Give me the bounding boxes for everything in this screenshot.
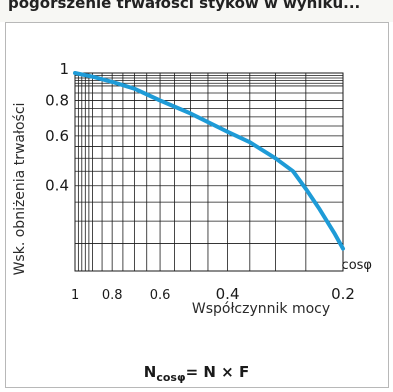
grid xyxy=(74,72,344,272)
y-tick-label: 0.8 xyxy=(45,91,69,109)
x-tick-label: 0.4 xyxy=(216,285,240,303)
x-unit-label: cosφ xyxy=(342,258,372,273)
header-clip: pogorszenie trwałości styków w wyniku... xyxy=(0,0,393,22)
y-tick-label: 0.6 xyxy=(45,127,69,145)
plot-frame xyxy=(74,72,344,272)
x-axis-title: Współczynnik mocy xyxy=(192,301,330,317)
formula-subscript: cosφ xyxy=(156,371,186,384)
x-tick-label: 0.6 xyxy=(150,288,171,303)
life-reduction-chart: 1 0.8 0.6 0.4 0.2 1 0.8 0.6 0.4 cosφ Współczynni… xyxy=(12,60,372,317)
y-tick-label: 0.4 xyxy=(45,177,69,195)
x-tick-label: 1 xyxy=(71,288,79,303)
curve xyxy=(73,71,345,251)
formula-rhs: = N × F xyxy=(185,363,250,381)
chart-panel: 1 0.8 0.6 0.4 0.2 1 0.8 0.6 0.4 cosφ Współczynni… xyxy=(5,22,389,388)
y-tick-label: 1 xyxy=(59,60,69,78)
series-line xyxy=(73,71,345,251)
tick-labels: 1 0.8 0.6 0.4 0.2 1 0.8 0.6 0.4 xyxy=(45,60,355,303)
formula: Ncosφ= N × F xyxy=(0,363,393,384)
x-tick-label: 0.8 xyxy=(102,288,123,303)
y-axis-title: Wsk. obniżenia trwałości xyxy=(12,103,28,276)
formula-lhs: N xyxy=(143,363,157,381)
x-tick-label: 0.2 xyxy=(331,285,355,303)
header-partial-text: pogorszenie trwałości styków w wyniku... xyxy=(8,0,361,12)
